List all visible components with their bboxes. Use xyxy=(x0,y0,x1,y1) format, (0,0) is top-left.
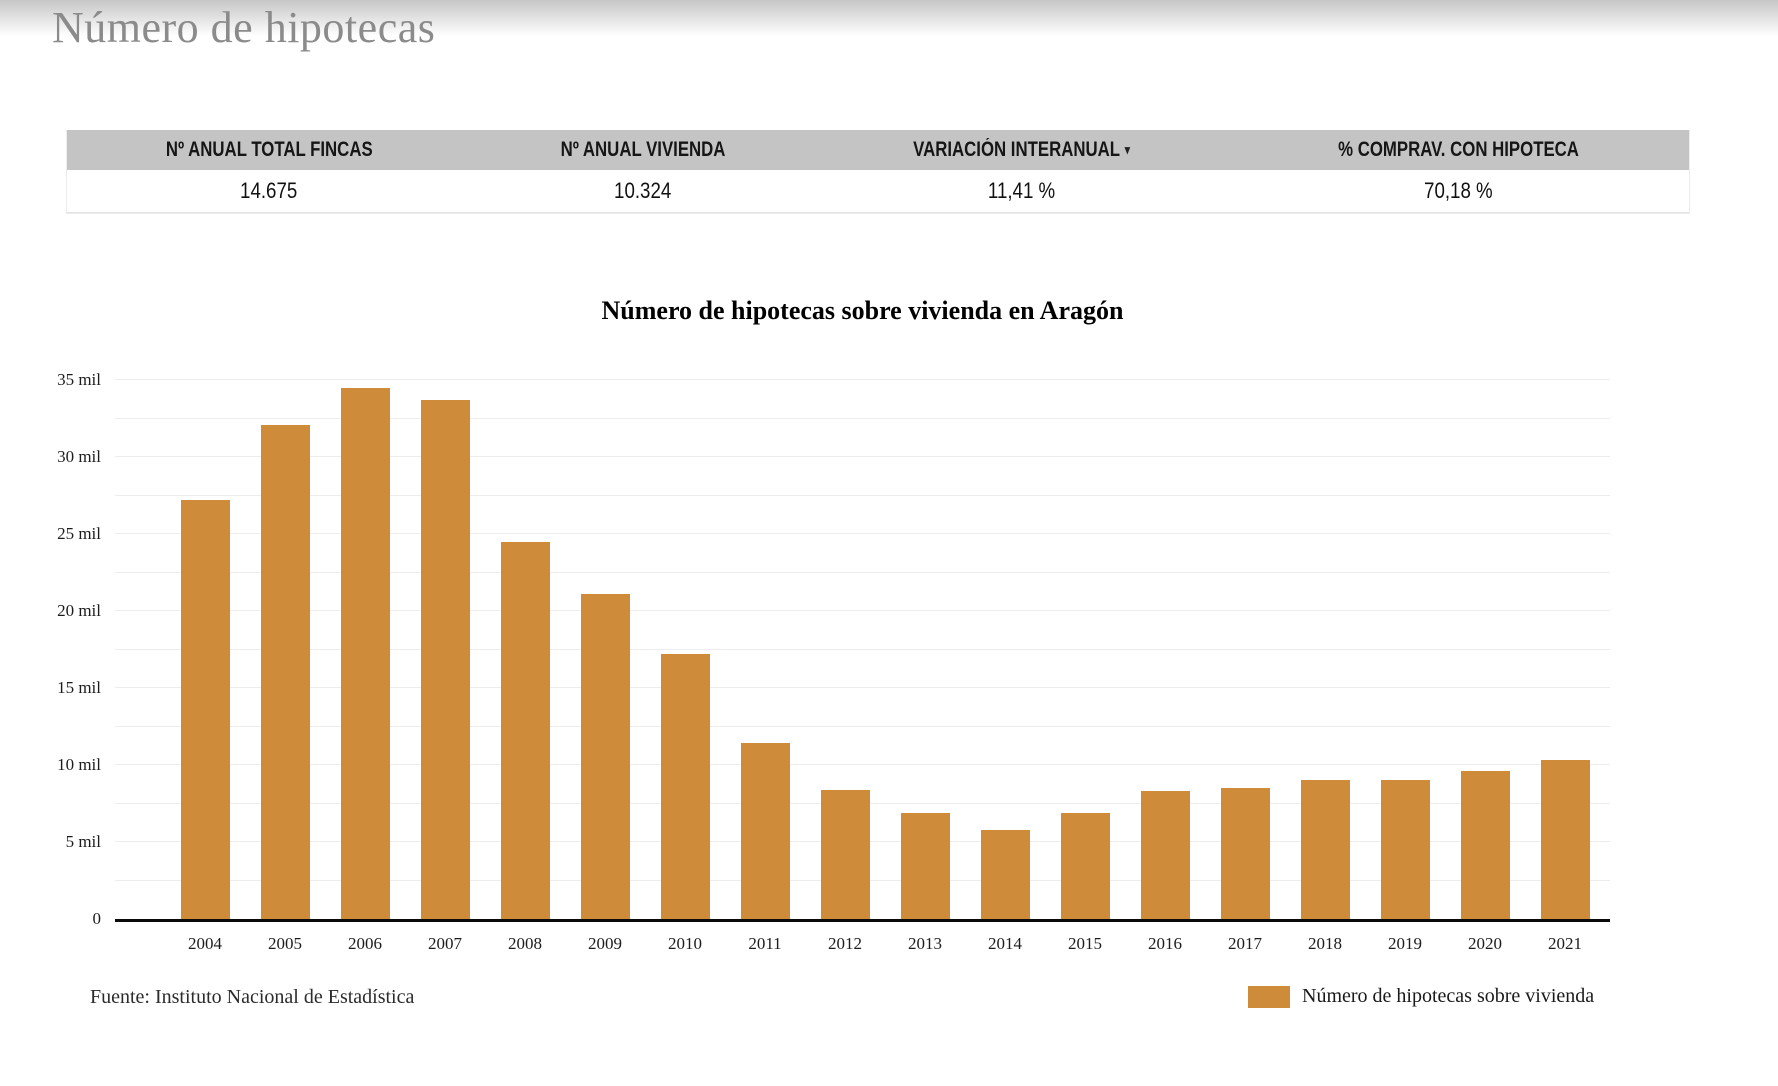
y-axis-tick-label: 35 mil xyxy=(57,370,101,389)
x-axis-tick-label: 2011 xyxy=(748,934,782,953)
header-comprav-label: % COMPRAV. CON HIPOTECA xyxy=(1338,138,1580,161)
value-anual-vivienda: 10.324 xyxy=(614,178,672,203)
bar-2016[interactable] xyxy=(1140,791,1190,919)
header-total-fincas-label: Nº ANUAL TOTAL FINCAS xyxy=(165,138,373,161)
value-variacion-interanual: 11,41 % xyxy=(987,178,1056,203)
sort-dropdown-icon[interactable]: ▾ xyxy=(1124,142,1130,157)
gridline xyxy=(115,725,1610,727)
x-axis-tick-label: 2007 xyxy=(428,934,462,953)
chart-title: Número de hipotecas sobre vivienda en Ar… xyxy=(601,296,1124,325)
legend-label: Número de hipotecas sobre vivienda xyxy=(1302,985,1595,1007)
x-axis-tick-label: 2017 xyxy=(1228,934,1262,953)
bar-2017[interactable] xyxy=(1220,788,1270,919)
x-axis-tick-label: 2012 xyxy=(828,934,862,953)
gridline xyxy=(115,456,1610,457)
gridline xyxy=(115,494,1610,496)
gridline xyxy=(115,648,1610,650)
x-axis-tick-label: 2015 xyxy=(1068,934,1102,953)
summary-table-value-row: 14.675 10.324 11,41 % 70,18 % xyxy=(67,170,1689,213)
y-axis-tick-label: 5 mil xyxy=(65,832,101,851)
chart-legend: Número de hipotecas sobre vivienda xyxy=(1248,985,1594,1008)
top-gradient xyxy=(0,0,1778,38)
bar-2014[interactable] xyxy=(980,829,1030,919)
bar-2010[interactable] xyxy=(660,654,710,919)
value-total-fincas: 14.675 xyxy=(240,178,298,203)
plot-area: 0 5 mil 10 mil 15 mil 20 mil 25 mil 30 mil 35 m… xyxy=(57,370,1610,953)
bar-2013[interactable] xyxy=(900,812,950,919)
y-axis-tick-label: 25 mil xyxy=(57,524,101,543)
gridline xyxy=(115,379,1610,380)
bar-2019[interactable] xyxy=(1380,780,1430,919)
bar-2018[interactable] xyxy=(1300,780,1350,919)
y-axis-tick-label: 15 mil xyxy=(57,678,101,697)
bar-2015[interactable] xyxy=(1060,812,1110,919)
y-axis-tick-label: 30 mil xyxy=(57,447,101,466)
bar-2021[interactable] xyxy=(1540,760,1590,919)
header-variacion-label: VARIACIÓN INTERANUAL xyxy=(913,138,1120,161)
header-total-fincas: Nº ANUAL TOTAL FINCAS xyxy=(67,138,471,162)
x-axis-tick-label: 2009 xyxy=(588,934,622,953)
x-axis-tick-label: 2021 xyxy=(1548,934,1582,953)
x-axis-tick-label: 2018 xyxy=(1308,934,1342,953)
bar-2007[interactable] xyxy=(420,400,470,919)
gridline xyxy=(115,610,1610,611)
bar-2006[interactable] xyxy=(340,387,390,919)
x-axis-tick-label: 2013 xyxy=(908,934,942,953)
bar-2009[interactable] xyxy=(580,594,630,919)
x-axis-tick-label: 2004 xyxy=(188,934,222,953)
chart-source: Fuente: Instituto Nacional de Estadístic… xyxy=(90,986,415,1008)
header-comprav-hipoteca: % COMPRAV. CON HIPOTECA xyxy=(1228,138,1689,162)
gridline xyxy=(115,687,1610,688)
gridline xyxy=(115,533,1610,534)
y-axis-tick-label: 0 xyxy=(92,909,102,928)
bar-2005[interactable] xyxy=(260,424,310,919)
y-axis-tick-label: 10 mil xyxy=(57,755,101,774)
value-comprav-hipoteca: 70,18 % xyxy=(1424,178,1493,203)
header-variacion-interanual[interactable]: VARIACIÓN INTERANUAL ▾ xyxy=(815,138,1229,162)
x-axis-tick-label: 2019 xyxy=(1388,934,1422,953)
x-axis-tick-label: 2020 xyxy=(1468,934,1502,953)
x-axis-tick-label: 2010 xyxy=(668,934,702,953)
bar-2011[interactable] xyxy=(740,743,790,919)
gridline xyxy=(115,764,1610,765)
y-axis-tick-label: 20 mil xyxy=(57,601,101,620)
bar-2008[interactable] xyxy=(500,541,550,919)
header-anual-vivienda: Nº ANUAL VIVIENDA xyxy=(471,138,815,162)
summary-table-header-row: Nº ANUAL TOTAL FINCAS Nº ANUAL VIVIENDA … xyxy=(67,130,1689,170)
bar-2004[interactable] xyxy=(180,500,230,919)
legend-swatch xyxy=(1248,985,1290,1008)
x-axis-tick-label: 2005 xyxy=(268,934,302,953)
x-axis-tick-label: 2016 xyxy=(1148,934,1182,953)
gridline xyxy=(115,417,1610,419)
header-anual-vivienda-label: Nº ANUAL VIVIENDA xyxy=(560,138,726,161)
bar-2020[interactable] xyxy=(1460,771,1510,919)
x-axis-tick-label: 2014 xyxy=(988,934,1022,953)
x-axis-tick-label: 2008 xyxy=(508,934,542,953)
bar-2012[interactable] xyxy=(820,789,870,919)
page-title: Número de hipotecas xyxy=(52,3,436,52)
x-axis-tick-label: 2006 xyxy=(348,934,382,953)
summary-table: Nº ANUAL TOTAL FINCAS Nº ANUAL VIVIENDA … xyxy=(66,130,1690,214)
gridline xyxy=(115,571,1610,573)
